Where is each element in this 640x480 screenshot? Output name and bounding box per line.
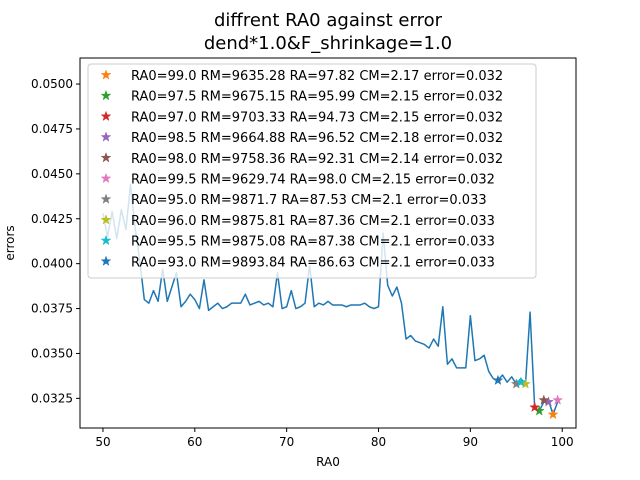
x-axis-label: RA0 bbox=[316, 455, 340, 469]
legend-entry-2: RA0=97.0 RM=9703.33 RA=94.73 CM=2.15 err… bbox=[131, 110, 503, 125]
x-axis: 50 60 70 80 90 100 bbox=[95, 428, 574, 449]
legend-marker-8 bbox=[100, 234, 112, 246]
chart-title: diffrent RA0 against error bbox=[214, 10, 443, 31]
y-tick-label-4: 0.0425 bbox=[31, 212, 73, 226]
x-tick-label-0: 50 bbox=[95, 435, 110, 449]
x-tick-label-2: 70 bbox=[279, 435, 294, 449]
star-point-5 bbox=[552, 394, 564, 405]
y-tick-label-6: 0.0475 bbox=[31, 122, 73, 136]
legend: RA0=99.0 RM=9635.28 RA=97.82 CM=2.17 err… bbox=[87, 63, 537, 279]
y-tick-label-3: 0.0400 bbox=[31, 257, 73, 271]
legend-entry-0: RA0=99.0 RM=9635.28 RA=97.82 CM=2.17 err… bbox=[131, 69, 503, 84]
legend-marker-3 bbox=[100, 131, 112, 142]
axes-frame bbox=[79, 57, 577, 429]
y-tick-label-7: 0.0500 bbox=[31, 77, 73, 91]
star-point-0 bbox=[547, 408, 559, 420]
legend-entry-5: RA0=99.5 RM=9629.74 RA=98.0 CM=2.15 erro… bbox=[131, 173, 495, 188]
error-line bbox=[102, 183, 559, 416]
legend-marker-5 bbox=[100, 172, 112, 184]
legend-entry-7: RA0=96.0 RM=9875.81 RA=87.36 CM=2.1 erro… bbox=[131, 214, 495, 229]
y-axis: 0.0325 0.0350 0.0375 0.0400 0.0425 0.0450 0.04… bbox=[31, 77, 80, 405]
y-tick-label-0: 0.0325 bbox=[31, 391, 73, 405]
legend-entry-4: RA0=98.0 RM=9758.36 RA=92.31 CM=2.14 err… bbox=[131, 152, 503, 167]
star-point-8 bbox=[515, 376, 527, 387]
legend-entry-6: RA0=95.0 RM=9871.7 RA=87.53 CM=2.1 error… bbox=[131, 193, 487, 208]
legend-box bbox=[87, 63, 537, 279]
legend-entry-9: RA0=93.0 RM=9893.84 RA=86.63 CM=2.1 erro… bbox=[131, 255, 495, 270]
x-tick-label-1: 60 bbox=[187, 435, 202, 449]
y-tick-label-1: 0.0350 bbox=[31, 346, 73, 360]
legend-marker-2 bbox=[100, 110, 112, 122]
y-tick-label-5: 0.0450 bbox=[31, 167, 73, 181]
y-tick-label-2: 0.0375 bbox=[31, 302, 73, 316]
legend-marker-4 bbox=[100, 152, 112, 163]
y-axis-label: errors bbox=[3, 225, 17, 260]
legend-marker-0 bbox=[100, 69, 112, 80]
legend-marker-1 bbox=[100, 89, 112, 101]
legend-entry-1: RA0=97.5 RM=9675.15 RA=95.99 CM=2.15 err… bbox=[131, 90, 503, 105]
legend-entry-3: RA0=98.5 RM=9664.88 RA=96.52 CM=2.18 err… bbox=[131, 131, 503, 146]
x-tick-label-5: 100 bbox=[551, 435, 574, 449]
star-point-9 bbox=[492, 374, 504, 386]
legend-marker-7 bbox=[100, 214, 112, 225]
x-tick-label-3: 80 bbox=[371, 435, 386, 449]
plot-area bbox=[102, 183, 564, 420]
x-tick-label-4: 90 bbox=[463, 435, 478, 449]
chart-subtitle: dend*1.0&F_shrinkage=1.0 bbox=[204, 33, 452, 54]
legend-marker-6 bbox=[100, 193, 112, 204]
legend-entry-8: RA0=95.5 RM=9875.08 RA=87.38 CM=2.1 erro… bbox=[131, 235, 495, 250]
legend-marker-9 bbox=[100, 255, 112, 266]
star-point-4 bbox=[538, 394, 550, 405]
star-point-2 bbox=[529, 401, 541, 413]
